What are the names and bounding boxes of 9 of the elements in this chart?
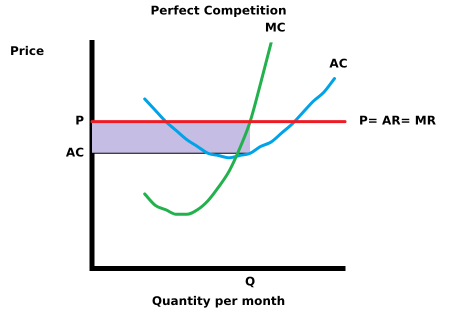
series-label: AC bbox=[329, 56, 348, 71]
series-label: P= AR= MR bbox=[359, 114, 436, 128]
text: P bbox=[75, 114, 84, 128]
text: Q bbox=[245, 274, 256, 289]
text: AC bbox=[66, 145, 84, 160]
x-axis-title: Quantity per month bbox=[152, 294, 286, 308]
y-axis-title: Price bbox=[10, 44, 44, 58]
chart-title: Perfect Competition bbox=[150, 3, 287, 18]
series-label: MC bbox=[264, 20, 286, 35]
